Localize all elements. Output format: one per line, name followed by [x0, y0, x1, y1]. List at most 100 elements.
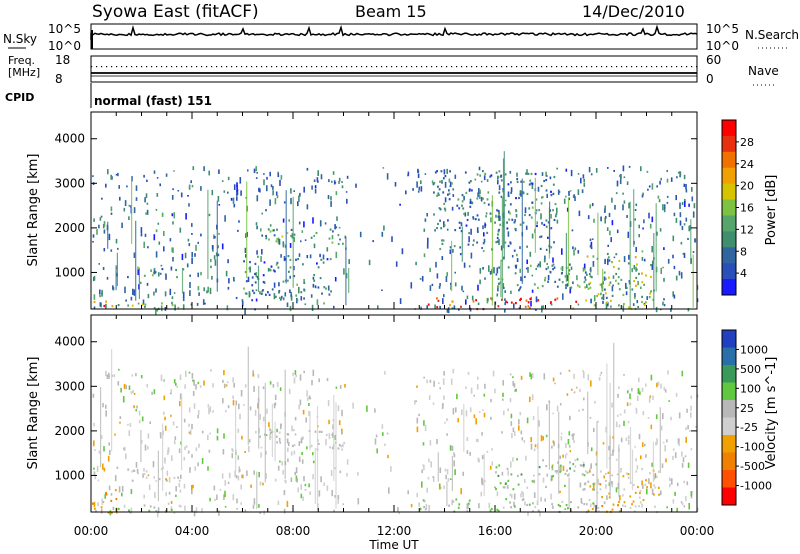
echo-cell — [537, 299, 540, 302]
echo-cell — [573, 391, 576, 394]
echo-cell — [636, 263, 638, 266]
echo-cell — [623, 501, 626, 504]
echo-cell — [516, 178, 519, 181]
echo-cell — [580, 498, 583, 503]
echo-cell — [295, 467, 298, 474]
nave-label: Nave — [748, 64, 779, 78]
nave-dot — [311, 66, 313, 68]
echo-cell — [144, 303, 147, 306]
echo-cell — [422, 464, 425, 467]
echo-cell — [267, 228, 270, 231]
echo-cell — [571, 434, 573, 437]
echo-cell — [125, 453, 127, 460]
echo-cell — [156, 193, 159, 197]
echo-cell — [617, 504, 619, 507]
echo-cell — [236, 182, 238, 187]
echo-cell — [627, 262, 630, 265]
echo-cell — [552, 263, 555, 266]
echo-cell — [483, 232, 485, 237]
echo-cell — [593, 503, 595, 508]
echo-cell — [231, 448, 233, 452]
echo-cell — [497, 509, 500, 512]
echo-cell — [423, 500, 426, 503]
echo-cell — [177, 190, 180, 192]
echo-cell — [523, 275, 526, 279]
echo-cell — [515, 266, 517, 269]
echo-cell — [515, 388, 517, 392]
echo-cell — [326, 485, 329, 491]
echo-cell — [440, 227, 443, 230]
echo-cell — [333, 305, 335, 309]
echo-cell — [269, 224, 272, 227]
nave-dot — [376, 66, 378, 68]
echo-cell — [583, 482, 586, 486]
echo-cell — [585, 273, 588, 276]
nave-dot — [126, 66, 128, 68]
echo-cell — [607, 471, 610, 474]
echo-cell — [660, 177, 662, 181]
echo-cell — [470, 180, 472, 183]
echo-cell — [298, 456, 301, 462]
echo-cell — [635, 284, 637, 287]
echo-cell — [303, 221, 305, 228]
echo-cell — [576, 275, 578, 281]
echo-cell — [457, 198, 460, 201]
echo-cell — [335, 191, 338, 196]
echo-cell — [635, 409, 638, 414]
echo-cell — [640, 286, 642, 289]
echo-cell — [212, 383, 214, 388]
echo-cell — [279, 460, 281, 463]
echo-cell — [94, 474, 97, 480]
echo-cell — [675, 275, 678, 281]
colorbar-tick-label: -100 — [740, 441, 765, 454]
echo-cell — [161, 212, 164, 217]
echo-cell — [334, 495, 336, 498]
echo-cell — [606, 495, 608, 500]
echo-cell — [529, 307, 531, 310]
echo-cell — [524, 207, 527, 214]
echo-cell — [620, 467, 622, 471]
echo-cell — [324, 222, 327, 225]
echo-cell — [127, 276, 129, 279]
echo-cell — [110, 493, 113, 496]
echo-cell — [678, 412, 681, 419]
echo-cell — [140, 440, 143, 444]
nave-dot — [601, 66, 603, 68]
echo-cell — [695, 425, 697, 428]
echo-cell — [204, 302, 206, 305]
echo-cell — [289, 258, 292, 261]
echo-cell — [443, 169, 446, 175]
nave-dot — [221, 66, 223, 68]
echo-cell — [105, 493, 108, 496]
echo-cell — [421, 481, 423, 488]
echo-cell — [259, 511, 261, 514]
nave-dot — [691, 66, 693, 68]
echo-cell — [157, 507, 160, 514]
echo-cell — [104, 494, 106, 499]
echo-cell — [333, 467, 336, 470]
echo-cell — [171, 455, 173, 462]
colorbar-segment — [722, 263, 736, 280]
echo-cell — [504, 309, 506, 313]
echo-cell — [490, 217, 492, 223]
echo-cell — [279, 296, 281, 299]
echo-cell — [437, 222, 439, 226]
echo-cell — [538, 420, 540, 427]
echo-cell — [532, 502, 534, 505]
echo-cell — [117, 304, 120, 307]
echo-cell — [536, 221, 538, 225]
echo-cell — [629, 495, 632, 498]
echo-cell — [96, 469, 99, 472]
echo-cell — [137, 266, 139, 269]
echo-cell — [512, 488, 515, 491]
echo-cell — [442, 298, 444, 304]
time-tick-label: 12:00 — [377, 524, 412, 538]
echo-cell — [584, 276, 586, 279]
echo-cell — [173, 292, 176, 294]
echo-cell — [608, 212, 611, 217]
echo-cell — [461, 200, 464, 203]
echo-cell — [556, 297, 559, 300]
echo-cell — [554, 203, 557, 206]
nave-dot — [576, 66, 578, 68]
echo-cell — [284, 292, 287, 297]
